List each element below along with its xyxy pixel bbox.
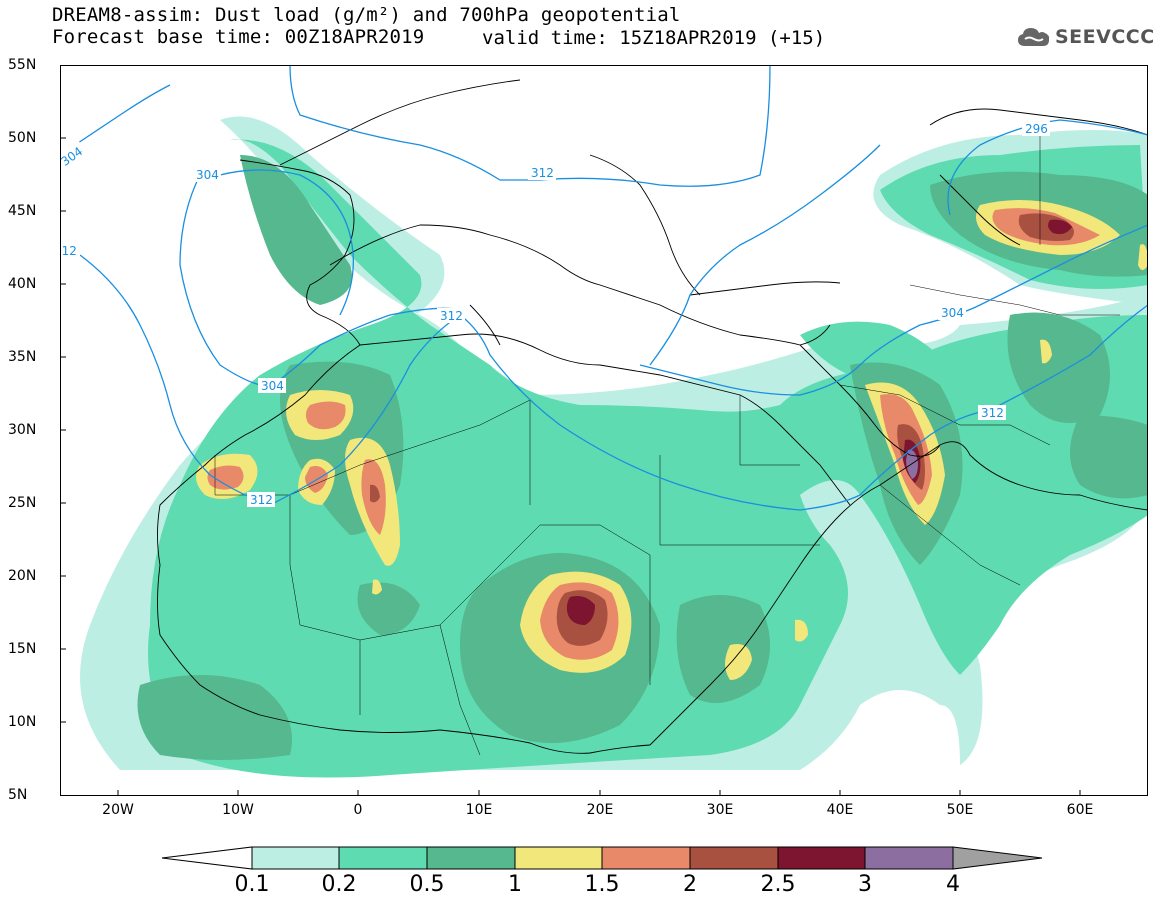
lon-label: 20E (586, 802, 614, 818)
colorbar-arrow-left (161, 846, 253, 870)
lat-label: 45N (8, 203, 37, 219)
colorbar-bin (777, 846, 866, 870)
lon-label: 40E (826, 802, 854, 818)
colorbar-tick: 0.2 (321, 872, 357, 897)
dust-load-map: 304 304 312 312 312 304 312 312 304 296 (60, 65, 1148, 796)
contour-label: 312 (981, 406, 1004, 420)
lat-label: 20N (8, 568, 37, 584)
lat-label: 10N (8, 714, 37, 730)
colorbar (161, 846, 1043, 870)
geopotential-contours (60, 65, 1148, 511)
cloud-icon (1018, 28, 1050, 46)
lon-label: 10W (222, 802, 254, 818)
contour-labels: 304 304 312 312 312 304 312 312 304 296 (60, 121, 1050, 507)
forecast-base-time: Forecast base time: 00Z18APR2019 (52, 26, 425, 48)
colorbar-bin (601, 846, 691, 870)
contour-label: 312 (531, 166, 554, 180)
colorbar-tick: 1.5 (584, 872, 620, 897)
colorbar-bin (338, 846, 428, 870)
lon-label: 50E (946, 802, 974, 818)
country-borders (214, 125, 1120, 756)
contour-label: 312 (250, 493, 273, 507)
lat-label: 30N (8, 422, 37, 438)
colorbar-tick: 4 (946, 872, 960, 897)
lat-label: 55N (8, 57, 37, 73)
colorbar-tick: 0.5 (409, 872, 445, 897)
lat-label: 5N (8, 787, 28, 803)
dust-level-3 (906, 449, 918, 479)
contour-label: 296 (1025, 122, 1048, 136)
colorbar-tick: 0.1 (234, 872, 270, 897)
colorbar-arrow-right (952, 846, 1043, 870)
contour-label: 312 (60, 244, 77, 258)
lon-label: 30E (706, 802, 734, 818)
lon-label: 20W (102, 802, 134, 818)
valid-time: valid time: 15Z18APR2019 (+15) (482, 27, 826, 49)
colorbar-bin (514, 846, 603, 870)
lon-label: 0 (353, 802, 363, 818)
colorbar-tick: 2 (683, 872, 697, 897)
colorbar-tick: 3 (858, 872, 872, 897)
colorbar-bin (251, 846, 340, 870)
lat-label: 25N (8, 495, 37, 511)
colorbar-bin (689, 846, 779, 870)
lat-label: 40N (8, 276, 37, 292)
coastlines (157, 79, 1148, 754)
contour-label: 312 (440, 309, 463, 323)
colorbar-tick: 2.5 (760, 872, 796, 897)
seevccc-logo: SEEVCCC (1017, 26, 1155, 48)
lat-label: 35N (8, 349, 37, 365)
lon-label: 10E (465, 802, 493, 818)
map-title: DREAM8-assim: Dust load (g/m²) and 700hP… (52, 4, 681, 26)
axis-ticks (60, 65, 1081, 796)
colorbar-tick: 1 (508, 872, 522, 897)
lat-label: 50N (8, 130, 37, 146)
colorbar-bin (426, 846, 516, 870)
lon-label: 60E (1066, 802, 1094, 818)
logo-text: SEEVCCC (1055, 26, 1155, 48)
colorbar-bin (864, 846, 954, 870)
lat-label: 15N (8, 641, 37, 657)
contour-label: 304 (261, 379, 284, 393)
contour-label: 304 (196, 168, 219, 182)
contour-label: 304 (941, 306, 964, 320)
